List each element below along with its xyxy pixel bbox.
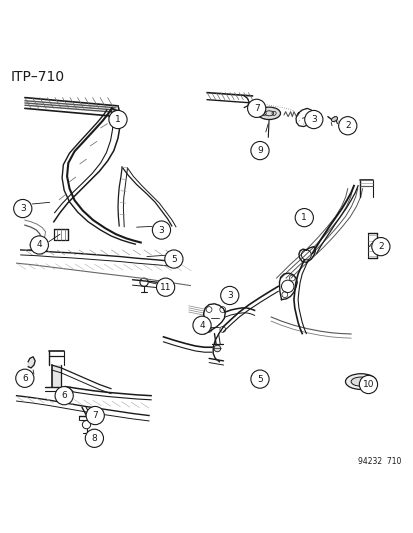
Text: 6: 6 [22,374,28,383]
Circle shape [192,316,211,334]
Text: 10: 10 [362,380,373,389]
Ellipse shape [257,107,280,119]
Text: 5: 5 [256,375,262,384]
Circle shape [55,386,73,405]
Circle shape [164,250,183,268]
Text: 3: 3 [226,291,232,300]
Text: 1: 1 [115,115,121,124]
Text: 3: 3 [310,115,316,124]
Text: 94232  710: 94232 710 [357,457,401,466]
Circle shape [358,375,377,393]
Circle shape [16,369,34,387]
Text: 2: 2 [344,121,350,130]
Text: 4: 4 [36,240,42,249]
Text: 1: 1 [301,213,306,222]
Ellipse shape [331,117,337,122]
Circle shape [371,238,389,256]
Text: 3: 3 [158,225,164,235]
Circle shape [247,99,265,117]
Circle shape [250,141,268,160]
Text: 3: 3 [20,204,26,213]
Polygon shape [28,357,35,368]
Circle shape [294,208,313,227]
Text: 4: 4 [199,321,204,330]
Text: 5: 5 [171,255,176,263]
Text: 11: 11 [159,282,171,292]
Circle shape [220,286,238,304]
Text: 2: 2 [377,242,383,251]
Circle shape [30,236,48,254]
Circle shape [86,407,104,425]
Text: ITP–710: ITP–710 [10,70,64,84]
Text: 9: 9 [256,146,262,155]
Circle shape [156,278,174,296]
Text: 7: 7 [92,411,98,420]
Circle shape [214,345,220,352]
Ellipse shape [350,377,370,386]
Circle shape [304,110,322,128]
Circle shape [338,117,356,135]
Circle shape [109,110,127,128]
Text: 8: 8 [91,434,97,443]
Circle shape [85,429,103,447]
Circle shape [250,370,268,388]
Text: 7: 7 [253,104,259,113]
Ellipse shape [344,374,375,390]
Circle shape [152,221,170,239]
Circle shape [14,199,32,217]
Text: 6: 6 [61,391,67,400]
